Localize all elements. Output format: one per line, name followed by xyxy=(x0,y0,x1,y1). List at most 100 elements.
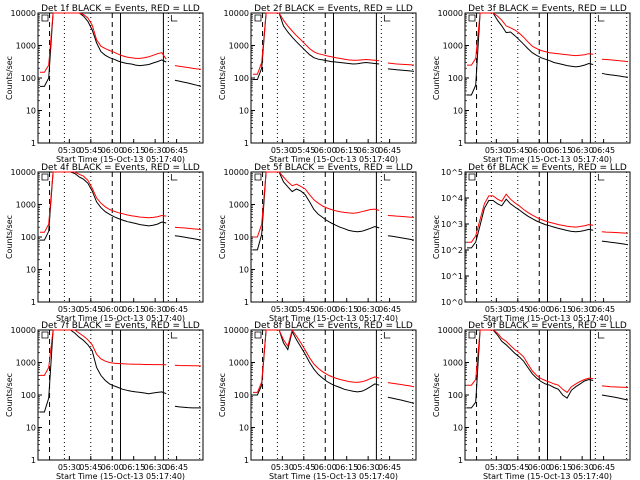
series-line-red xyxy=(601,58,629,63)
series-line-black xyxy=(467,12,594,96)
series-line-black xyxy=(174,235,202,241)
panel-title: Det 7f BLACK = Events, RED = LLD xyxy=(41,321,200,331)
y-tick-label: 100 xyxy=(234,391,249,400)
y-tick-label: 10000 xyxy=(224,168,249,177)
y-tick-label: 1 xyxy=(244,298,249,307)
y-axis-title: Counts/sec xyxy=(5,56,14,100)
series-line-black xyxy=(40,12,167,87)
panel-title: Det 2f BLACK = Events, RED = LLD xyxy=(254,4,413,14)
y-tick-label: 10^2 xyxy=(441,246,463,255)
series-line-red xyxy=(174,65,202,70)
x-axis-title: Start Time (15-Oct-13 05:17:40) xyxy=(269,472,398,480)
y-tick-label: 10000 xyxy=(11,9,36,18)
panel-marker-box xyxy=(41,331,49,339)
y-axis-title: Counts/sec xyxy=(218,215,227,259)
y-tick-label: 10 xyxy=(26,266,36,275)
x-axis-title: Start Time (15-Oct-13 05:17:40) xyxy=(269,314,398,323)
x-tick-label: 06:45 xyxy=(165,305,188,314)
panel-marker-box xyxy=(41,14,49,22)
y-tick-label: 1000 xyxy=(443,359,463,368)
x-tick-label: 05:30 xyxy=(271,463,294,472)
panel-marker-box xyxy=(254,14,262,22)
x-tick-label: 06:45 xyxy=(378,305,401,314)
x-tick-label: 05:45 xyxy=(79,305,102,314)
x-axis-title: Start Time (15-Oct-13 05:17:40) xyxy=(483,472,612,480)
y-tick-label: 10 xyxy=(26,107,36,116)
x-axis-title: Start Time (15-Oct-13 05:17:40) xyxy=(269,155,398,164)
panel-marker-bracket xyxy=(597,332,605,339)
x-tick-label: 06:15 xyxy=(122,463,145,472)
x-tick-label: 06:00 xyxy=(528,146,551,155)
series-line-black xyxy=(253,329,380,396)
series-line-red xyxy=(174,364,202,367)
x-tick-label: 06:00 xyxy=(528,463,551,472)
y-tick-label: 10 xyxy=(453,424,463,433)
x-tick-label: 05:45 xyxy=(292,463,315,472)
y-tick-label: 1000 xyxy=(443,42,463,51)
series-line-red xyxy=(467,12,594,66)
x-tick-label: 06:30 xyxy=(571,463,594,472)
x-tick-label: 05:30 xyxy=(485,305,508,314)
series-line-red xyxy=(174,226,202,230)
y-tick-label: 1 xyxy=(31,139,36,148)
y-tick-label: 100 xyxy=(234,233,249,242)
x-tick-label: 06:45 xyxy=(378,463,401,472)
series-line-red xyxy=(601,231,629,234)
panel-det-5: Det 5f BLACK = Events, RED = LLD 1 10 100 10… xyxy=(218,163,417,323)
series-line-red xyxy=(253,171,380,238)
panel-det-8: Det 8f BLACK = Events, RED = LLD 1 10 100 10… xyxy=(218,321,417,480)
series-line-black xyxy=(40,329,167,413)
x-tick-label: 06:15 xyxy=(549,146,572,155)
y-tick-label: 10 xyxy=(26,424,36,433)
x-tick-label: 05:30 xyxy=(58,463,81,472)
y-tick-label: 10000 xyxy=(11,326,36,335)
x-tick-label: 06:45 xyxy=(165,146,188,155)
y-axis-title: Counts/sec xyxy=(432,373,441,417)
x-tick-label: 06:30 xyxy=(144,463,167,472)
x-tick-label: 06:30 xyxy=(357,305,380,314)
x-tick-label: 05:45 xyxy=(506,305,529,314)
y-tick-label: 100 xyxy=(234,74,249,83)
x-tick-label: 05:45 xyxy=(79,463,102,472)
x-tick-label: 06:30 xyxy=(357,146,380,155)
x-tick-label: 06:45 xyxy=(592,463,615,472)
x-tick-label: 06:15 xyxy=(335,463,358,472)
x-tick-label: 06:00 xyxy=(314,146,337,155)
x-tick-label: 05:30 xyxy=(271,146,294,155)
y-axis-title: Counts/sec xyxy=(5,215,14,259)
panel-marker-bracket xyxy=(383,332,391,339)
panel-det-2: Det 2f BLACK = Events, RED = LLD 1 10 100 10… xyxy=(218,4,417,164)
series-line-black xyxy=(387,396,415,404)
panel-title: Det 5f BLACK = Events, RED = LLD xyxy=(254,163,413,173)
panel-det-4: Det 4f BLACK = Events, RED = LLD 1 10 100 10… xyxy=(5,163,204,323)
y-tick-label: 10000 xyxy=(438,326,463,335)
y-tick-label: 1000 xyxy=(229,359,249,368)
series-line-red xyxy=(40,12,167,73)
y-tick-label: 100 xyxy=(21,74,36,83)
y-tick-label: 1 xyxy=(244,456,249,465)
y-tick-label: 10 xyxy=(239,424,249,433)
x-tick-label: 06:15 xyxy=(122,146,145,155)
panel-marker-bracket xyxy=(383,15,391,22)
x-axis-title: Start Time (15-Oct-13 05:17:40) xyxy=(483,314,612,323)
series-line-black xyxy=(253,12,380,80)
y-axis-title: Counts/sec xyxy=(218,373,227,417)
x-axis-title: Start Time (15-Oct-13 05:17:40) xyxy=(483,155,612,164)
y-tick-label: 10 xyxy=(239,107,249,116)
x-tick-label: 05:45 xyxy=(506,463,529,472)
y-tick-label: 100 xyxy=(21,233,36,242)
series-line-black xyxy=(601,72,629,78)
y-tick-label: 1 xyxy=(458,139,463,148)
x-tick-label: 06:30 xyxy=(144,146,167,155)
y-tick-label: 1 xyxy=(31,456,36,465)
series-line-red xyxy=(253,12,380,75)
y-tick-label: 1000 xyxy=(16,359,36,368)
x-tick-label: 05:30 xyxy=(485,463,508,472)
panel-title: Det 1f BLACK = Events, RED = LLD xyxy=(41,4,200,14)
panel-marker-box xyxy=(468,14,476,22)
series-line-black xyxy=(387,68,415,72)
y-tick-label: 1 xyxy=(31,298,36,307)
x-tick-label: 06:15 xyxy=(335,146,358,155)
x-tick-label: 05:30 xyxy=(58,305,81,314)
